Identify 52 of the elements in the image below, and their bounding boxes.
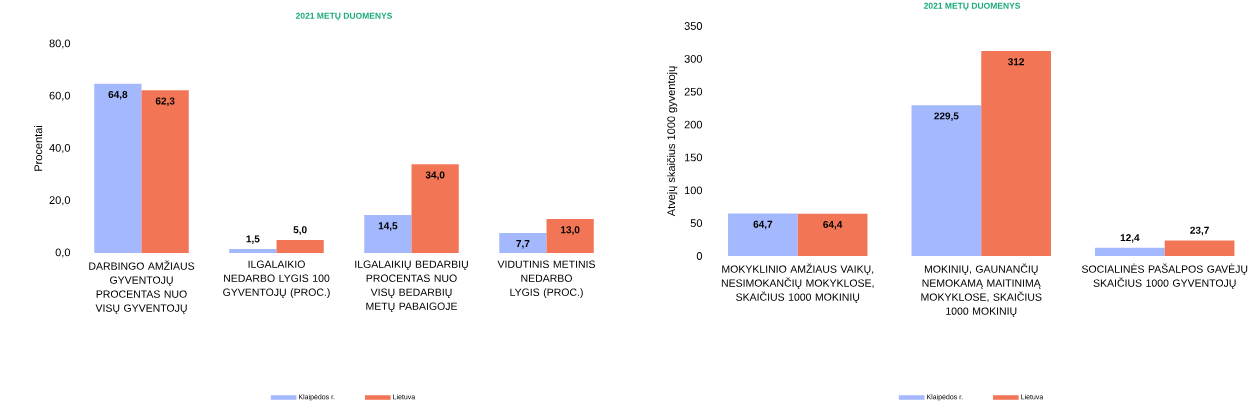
y-tick-label: 50 [690,219,703,228]
data-label: 13,0 [561,226,580,235]
bar [499,232,547,253]
bar [546,219,594,253]
y-tick-label: 250 [684,87,703,96]
bar [981,50,1051,256]
data-label: 7,7 [516,240,530,249]
bar [1095,247,1165,256]
data-label: 23,7 [1190,226,1209,236]
data-label: 229,5 [934,112,959,121]
x-tick-label: ILGALAIKIO NEDARBO LYGIS 100 GYVENTOJŲ (PROC.) [223,260,330,299]
y-tick-label: 80,0 [49,39,71,49]
bar [411,164,459,253]
y-tick-label: 60,0 [49,91,71,101]
data-label: 5,0 [293,226,307,235]
data-label: 312 [1007,58,1025,66]
bar [364,215,412,253]
y-axis-title: Procentai [34,126,43,171]
x-tick-label: SOCIALINĖS PAŠALPOS GAVĖJŲ SKAIČIUS 1000 GYVENTOJŲ [1081,263,1248,289]
y-tick-label: 150 [684,153,703,162]
y-tick-label: 200 [684,120,703,129]
data-label: 64,4 [823,220,843,230]
bar [141,90,189,253]
data-label: 1,5 [246,235,260,244]
data-label: 64,7 [753,220,773,230]
data-label: 64,8 [108,90,128,100]
data-label: 62,3 [155,97,175,106]
y-tick-label: 40,0 [49,143,71,154]
data-label: 12,4 [1120,234,1140,243]
chart-title: 2021 METŲ DUOMENYS [295,12,393,21]
bar [797,213,868,256]
x-tick-label: ILGALAIKIŲ BEDARBIŲ PROCENTAS NUO VISŲ BEDARBIŲ METŲ PABAIGOJE [355,260,468,313]
bar [94,83,142,253]
y-tick-label: 300 [684,54,703,63]
x-tick-label: MOKYKLINIO AMŽIAUS VAIKŲ, NESIMOKANČIŲ MOKYKLOSE, SKAIČIUS 1000 MOKINIŲ [721,263,874,303]
y-tick-label: 100 [684,186,703,195]
chart-title: 2021 METŲ DUOMENYS [923,2,1021,11]
x-tick-label: MOKINIŲ, GAUNANČIŲ NEMOKAMĄ MAITINIMĄ MOKYKLOSE, SKAIČIUS 1000 MOKINIŲ [921,263,1042,317]
bar [229,249,277,253]
bar [911,105,982,256]
x-tick-label: DARBINGO AMŽIAUS GYVENTOJŲ PROCENTAS NUO VISŲ GYVENTOJŲ [89,260,195,314]
data-label: 34,0 [425,171,445,180]
bar [1164,240,1235,256]
data-label: 14,5 [378,222,398,231]
x-tick-label: VIDUTINIS METINIS NEDARBO LYGIS (PROC.) [497,260,596,299]
bar [728,213,798,256]
y-tick-label: 0,0 [55,248,71,258]
y-tick-label: 0 [696,252,703,260]
bar [276,239,324,253]
y-tick-label: 20,0 [49,196,71,206]
y-tick-label: 350 [684,22,703,30]
y-axis-title: Atvejų skaičius 1000 gyventojų [666,66,678,217]
